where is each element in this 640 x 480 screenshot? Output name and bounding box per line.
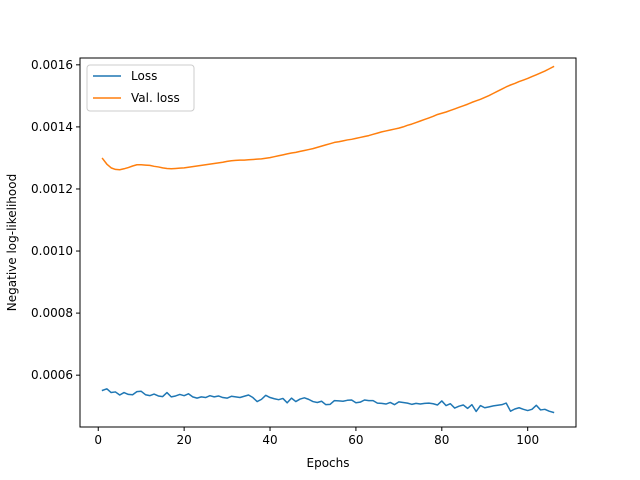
x-tick-label: 100 <box>516 433 539 447</box>
x-axis-label: Epochs <box>307 456 350 470</box>
x-tick-label: 80 <box>434 433 449 447</box>
series-line-val-loss <box>101 65 555 171</box>
x-tick-label: 60 <box>348 433 363 447</box>
x-tick-label: 0 <box>94 433 102 447</box>
legend-label-val-loss: Val. loss <box>131 91 180 105</box>
y-tick-label: 0.0008 <box>31 306 73 320</box>
y-tick-label: 0.0014 <box>31 120 73 134</box>
y-tick-label: 0.0016 <box>31 58 73 72</box>
y-axis-label: Negative log-likelihood <box>5 174 19 311</box>
y-tick-label: 0.0010 <box>31 244 73 258</box>
plot-frame <box>79 57 577 428</box>
y-tick-label: 0.0012 <box>31 182 73 196</box>
series-line-loss <box>101 388 555 414</box>
legend-label-loss: Loss <box>131 69 157 83</box>
x-axis: 0 20 40 60 80 100 <box>94 427 539 447</box>
series-layer <box>101 65 555 414</box>
legend: Loss Val. loss <box>86 64 195 112</box>
y-tick-label: 0.0006 <box>31 368 73 382</box>
x-tick-label: 20 <box>176 433 191 447</box>
x-tick-label: 40 <box>262 433 277 447</box>
y-axis: 0.0006 0.0008 0.0010 0.0012 0.0014 0.0016 <box>31 58 80 382</box>
